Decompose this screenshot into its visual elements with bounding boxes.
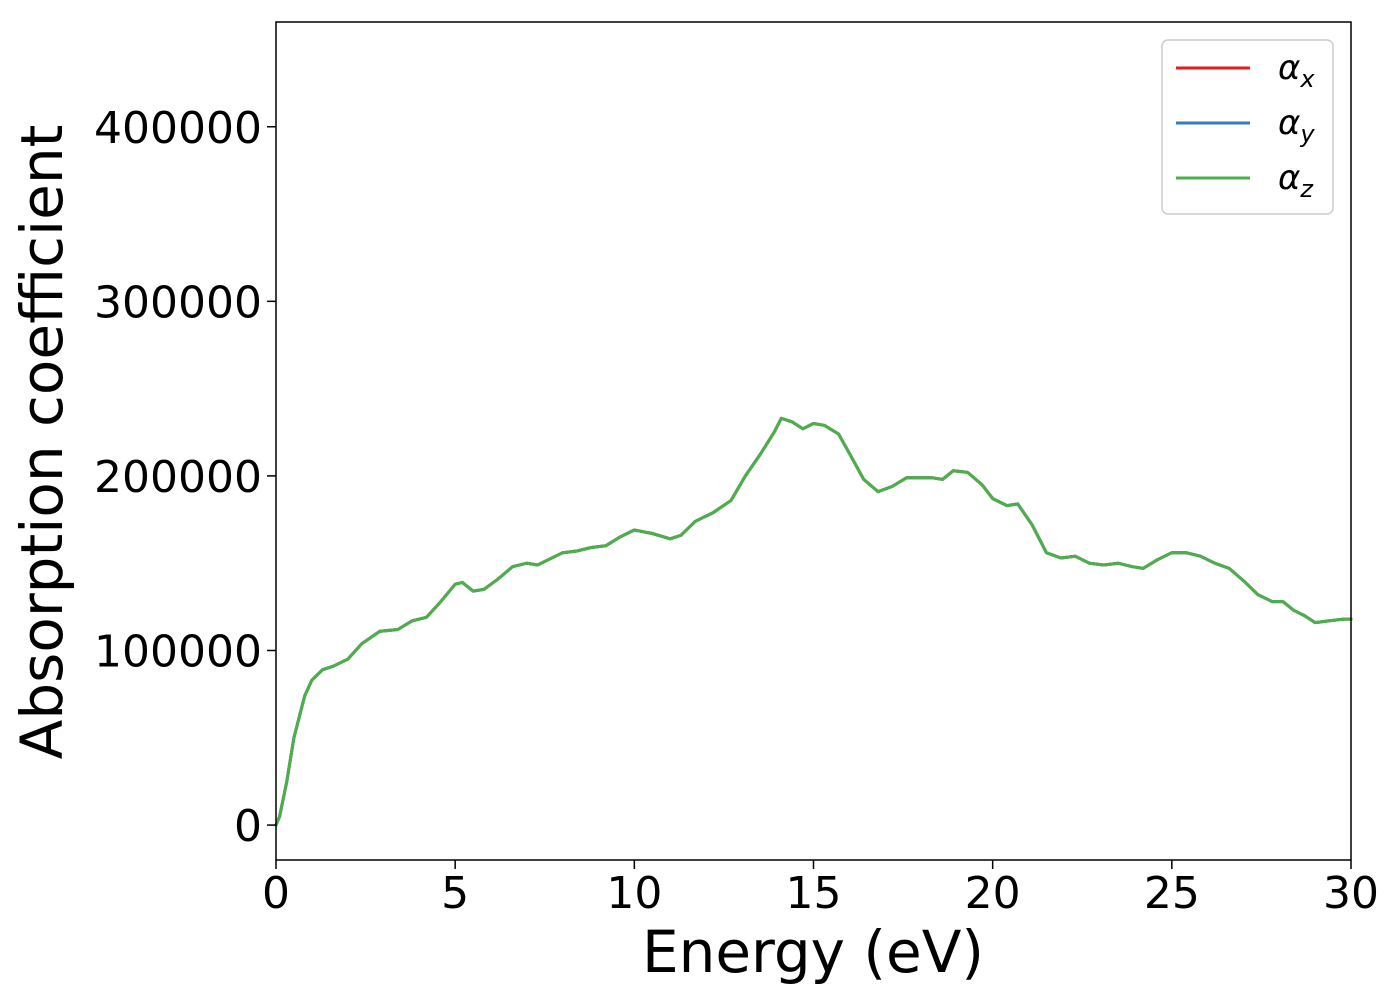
x-tick-label: 25 (1144, 868, 1200, 919)
y-tick-label: 300000 (94, 277, 262, 328)
y-tick-label: 400000 (94, 103, 262, 154)
x-axis-label: Energy (eV) (642, 918, 984, 986)
x-tick-label: 10 (606, 868, 662, 919)
x-tick-label: 15 (786, 868, 842, 919)
y-axis-ticks: 0 100000 200000 300000 400000 (94, 103, 276, 852)
series-line-z (274, 416, 1353, 827)
series-layer (274, 416, 1353, 827)
legend-box (1161, 39, 1334, 215)
y-tick-label: 100000 (94, 627, 262, 678)
y-tick-label: 0 (234, 801, 262, 852)
x-tick-label: 30 (1323, 868, 1379, 919)
x-tick-label: 20 (965, 868, 1021, 919)
y-axis-label: Absorption coefficient (8, 125, 76, 760)
x-tick-label: 0 (262, 868, 290, 919)
x-tick-label: 5 (441, 868, 469, 919)
x-axis-ticks: 0 5 10 15 20 25 30 (262, 860, 1379, 919)
y-tick-label: 200000 (94, 452, 262, 503)
